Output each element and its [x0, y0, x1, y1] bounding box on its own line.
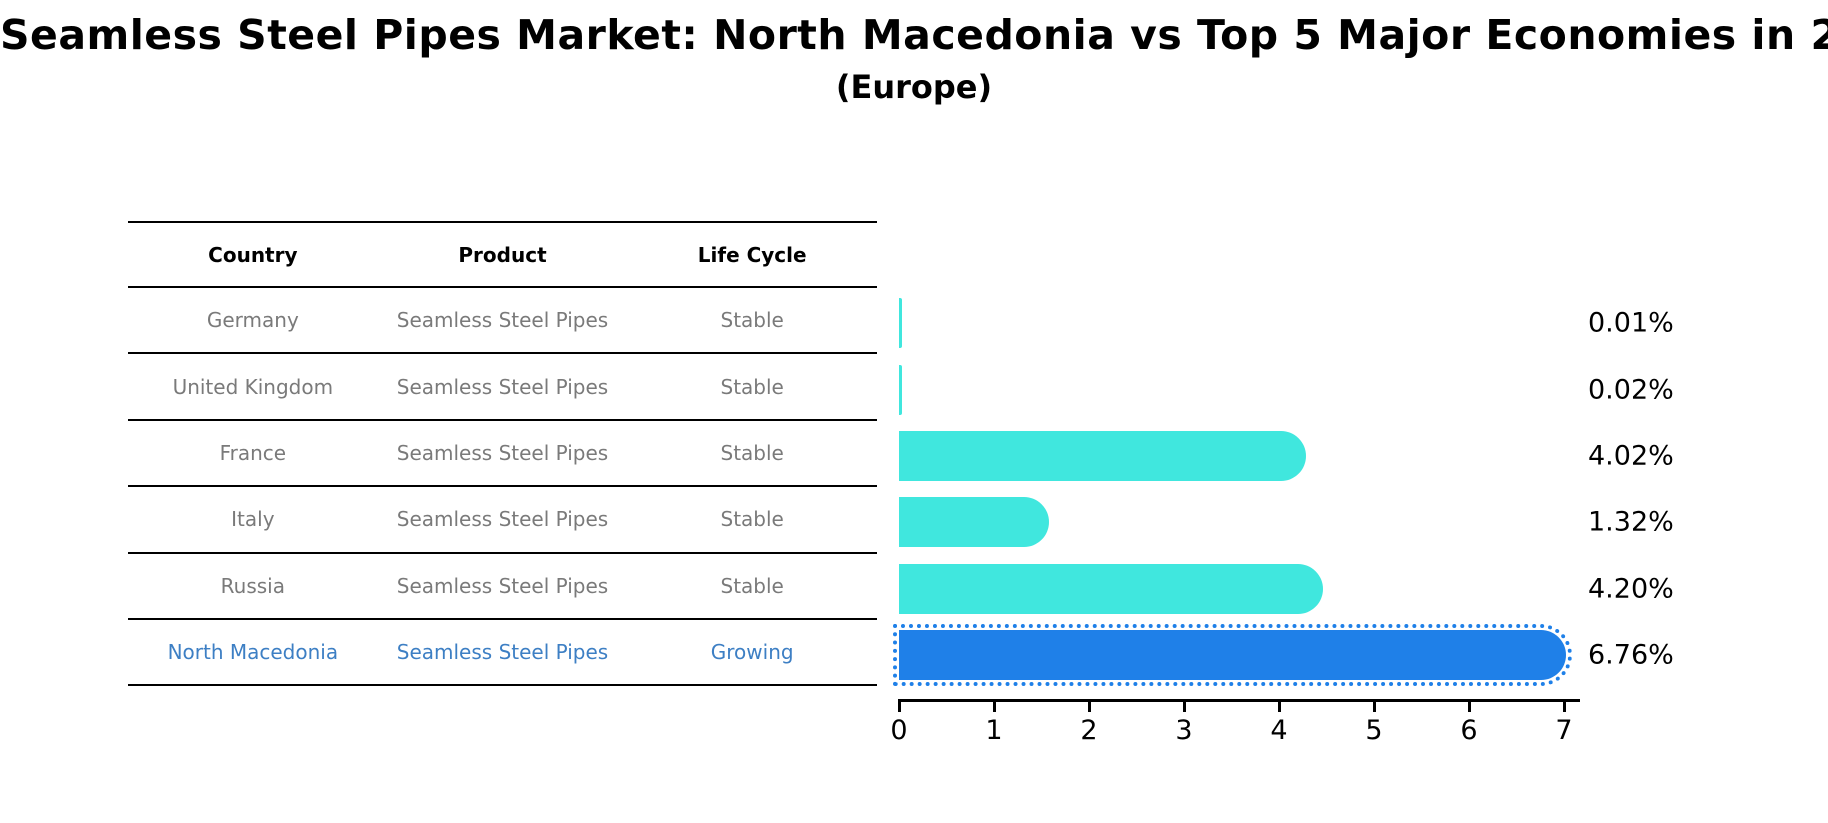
x-tick-label: 5	[1365, 715, 1383, 746]
bar-germany	[899, 298, 902, 349]
table-cell-lifecycle: Stable	[720, 308, 784, 333]
table-cell-country: Russia	[220, 573, 285, 598]
table-cell-product: Seamless Steel Pipes	[396, 308, 609, 333]
value-label-france: 4.02%	[1588, 440, 1674, 472]
table-cell-country: Italy	[231, 507, 275, 532]
table-cell-country: North Macedonia	[167, 640, 339, 665]
table-cell-lifecycle: Stable	[720, 440, 784, 465]
x-tick-mark	[898, 702, 901, 712]
table-row-united-kingdom: United Kingdom Seamless Steel Pipes Stab…	[128, 354, 877, 421]
bar-russia	[899, 563, 1323, 614]
table-cell-lifecycle: Stable	[720, 573, 784, 598]
table-cell-lifecycle: Stable	[720, 507, 784, 532]
table-row-france: France Seamless Steel Pipes Stable	[128, 421, 877, 488]
value-label-italy: 1.32%	[1588, 506, 1674, 538]
chart-title: Seamless Steel Pipes Market: North Maced…	[0, 11, 1828, 59]
x-tick-mark	[1468, 702, 1471, 712]
table-row-germany: Germany Seamless Steel Pipes Stable	[128, 288, 877, 355]
table-cell-product: Seamless Steel Pipes	[396, 440, 609, 465]
value-label-united-kingdom: 0.02%	[1588, 374, 1674, 406]
x-tick-mark	[1183, 702, 1186, 712]
table-cell-country: France	[219, 440, 287, 465]
table-cell-product: Seamless Steel Pipes	[396, 640, 609, 665]
country-table: Country Product Life Cycle Germany Seaml…	[128, 221, 877, 687]
chart-subtitle: (Europe)	[835, 68, 993, 106]
table-cell-lifecycle: Growing	[710, 640, 794, 665]
table-cell-product: Seamless Steel Pipes	[396, 507, 609, 532]
x-tick-mark	[993, 702, 996, 712]
x-tick-label: 0	[890, 715, 908, 746]
value-label-north-macedonia: 6.76%	[1588, 639, 1674, 671]
x-axis-line	[898, 699, 1580, 702]
table-row-north-macedonia: North Macedonia Seamless Steel Pipes Gro…	[128, 620, 877, 687]
table-header-product: Product	[458, 242, 547, 267]
x-tick-mark	[1278, 702, 1281, 712]
x-tick-label: 6	[1460, 715, 1478, 746]
value-label-germany: 0.01%	[1588, 307, 1674, 339]
bar-united-kingdom	[899, 364, 902, 415]
x-tick-label: 2	[1080, 715, 1098, 746]
x-tick-label: 4	[1270, 715, 1288, 746]
x-tick-label: 3	[1175, 715, 1193, 746]
table-cell-country: United Kingdom	[172, 374, 334, 399]
value-label-russia: 4.20%	[1588, 573, 1674, 605]
table-cell-lifecycle: Stable	[720, 374, 784, 399]
table-header-lifecycle: Life Cycle	[697, 242, 807, 267]
table-row-italy: Italy Seamless Steel Pipes Stable	[128, 487, 877, 554]
table-cell-product: Seamless Steel Pipes	[396, 374, 609, 399]
bar-italy	[899, 497, 1050, 548]
table-cell-product: Seamless Steel Pipes	[396, 573, 609, 598]
x-tick-mark	[1088, 702, 1091, 712]
bar-france	[899, 431, 1306, 481]
x-tick-label: 7	[1555, 715, 1573, 746]
x-tick-mark	[1563, 702, 1566, 712]
table-row-russia: Russia Seamless Steel Pipes Stable	[128, 554, 877, 620]
x-tick-label: 1	[985, 715, 1003, 746]
table-cell-country: Germany	[206, 308, 299, 333]
table-header-row: Country Product Life Cycle	[128, 223, 877, 288]
table-header-country: Country	[208, 242, 298, 267]
x-tick-mark	[1373, 702, 1376, 712]
bar-north-macedonia	[892, 624, 1573, 687]
